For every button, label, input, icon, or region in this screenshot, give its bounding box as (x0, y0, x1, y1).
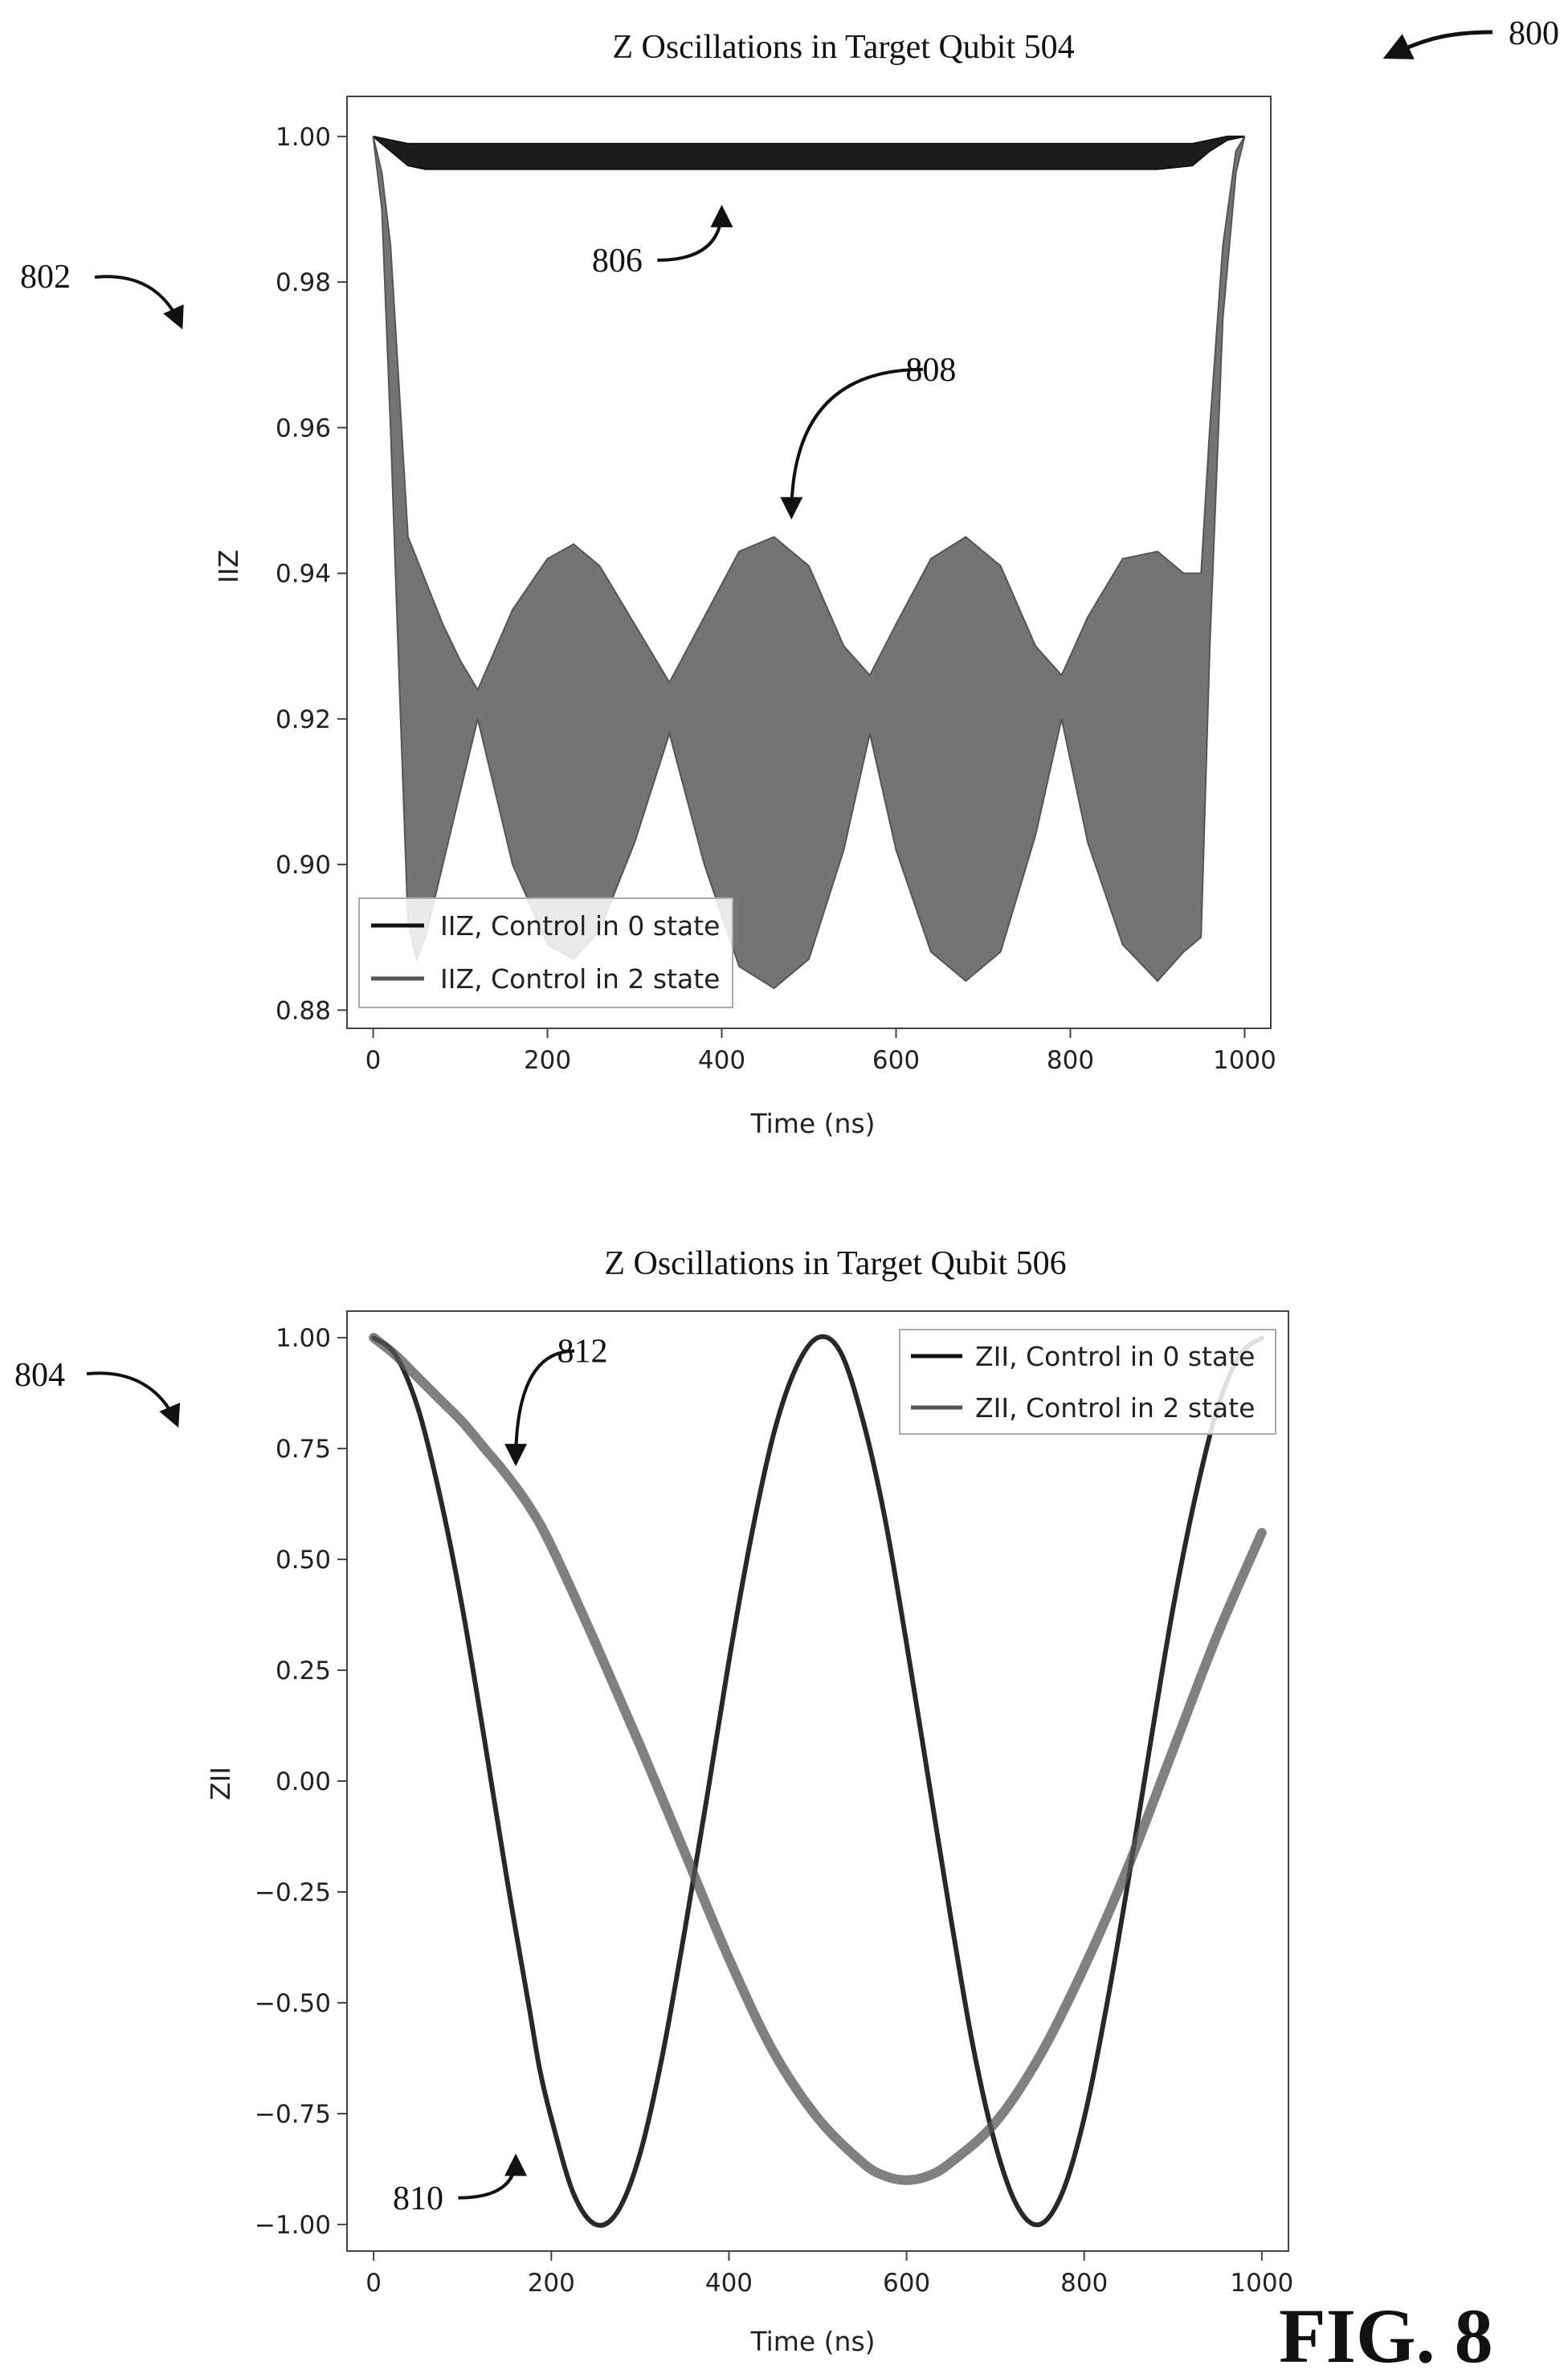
chart-top-series-0-band (372, 135, 1245, 170)
chart-top-annotation-806: 806 (592, 243, 643, 280)
chart-top-xtick-label-1: 200 (524, 1046, 571, 1075)
chart-bottom-xtick-label-4: 800 (1060, 2269, 1108, 2298)
chart-bottom-annotation-810: 810 (393, 2180, 443, 2217)
chart-top-ytick-label-6: 0.88 (276, 996, 331, 1025)
chart-top-title: Z Oscillations in Target Qubit 504 (612, 29, 1074, 66)
chart-bottom-xtick-label-1: 200 (528, 2269, 575, 2298)
chart-top-ytick-label-3: 0.94 (276, 560, 331, 589)
chart-bottom-xlabel: Time (ns) (749, 2326, 875, 2357)
chart-bottom-ytick-label-2: 0.50 (276, 1546, 331, 1575)
chart-bottom-xtick-label-2: 400 (705, 2269, 753, 2298)
chart-top-legend-entry-1: IIZ, Control in 2 state (440, 963, 720, 995)
chart-top-ytick-label-2: 0.96 (276, 414, 331, 443)
chart-bottom-xtick-label-0: 0 (365, 2269, 382, 2298)
chart-top-ytick-label-0: 1.00 (276, 123, 331, 152)
chart-top-legend: IIZ, Control in 0 state IIZ, Control in … (358, 897, 733, 1008)
chart-top-xlabel: Time (ns) (749, 1108, 875, 1139)
chart-bottom-ref-804-arrow (86, 1371, 181, 1428)
chart-top-ytick-label-4: 0.92 (276, 705, 331, 734)
chart-top-xtick-label-3: 600 (872, 1046, 920, 1075)
figure-ref-800: 800 (1509, 15, 1559, 52)
chart-bottom-ytick-label-4: 0.00 (276, 1767, 331, 1796)
chart-bottom-ytick-label-5: −0.25 (255, 1878, 331, 1907)
chart-bottom-ytick-label-8: −1.00 (255, 2211, 331, 2240)
chart-top-plot-frame (346, 96, 1272, 1029)
chart-bottom-ytick-label-7: −0.75 (255, 2100, 331, 2129)
figure-ref-800-arrow (1382, 30, 1493, 59)
chart-top-series-1-band (372, 136, 1246, 990)
chart-bottom-xtick-label-3: 600 (883, 2269, 930, 2298)
chart-bottom-ref-804: 804 (14, 1357, 65, 1394)
figure-label: FIG. 8 (1279, 2293, 1493, 2378)
chart-top: Z Oscillations in Target Qubit 504 802 0… (20, 29, 1276, 1139)
chart-bottom: Z Oscillations in Target Qubit 506 804 0… (14, 1245, 1293, 2357)
chart-bottom-ytick-label-6: −0.50 (255, 1989, 331, 2018)
chart-top-ref-802-arrow (94, 275, 184, 330)
chart-bottom-legend-entry-1: ZII, Control in 2 state (975, 1392, 1255, 1424)
chart-top-xtick-label-0: 0 (365, 1046, 382, 1075)
chart-top-annotation-808-arrow (780, 367, 923, 520)
chart-bottom-xtick-label-5: 1000 (1230, 2269, 1293, 2298)
chart-top-ylabel: IIZ (213, 550, 244, 583)
chart-top-annotation-806-arrow (657, 204, 733, 262)
chart-top-ref-802: 802 (20, 259, 71, 296)
chart-bottom-ytick-label-0: 1.00 (276, 1324, 331, 1353)
chart-bottom-legend-box (899, 1329, 1276, 1435)
chart-bottom-ylabel: ZII (205, 1767, 236, 1800)
chart-bottom-ytick-label-3: 0.25 (276, 1657, 331, 1685)
chart-top-ytick-label-5: 0.90 (276, 851, 331, 880)
chart-top-legend-box (358, 897, 733, 1008)
chart-bottom-title: Z Oscillations in Target Qubit 506 (604, 1245, 1066, 1282)
chart-bottom-ytick-label-1: 0.75 (276, 1435, 331, 1464)
chart-top-legend-entry-0: IIZ, Control in 0 state (440, 910, 720, 942)
chart-top-xtick-label-4: 800 (1047, 1046, 1094, 1075)
chart-bottom-series-0-line (371, 1334, 1264, 2228)
chart-bottom-series-1-line (369, 1333, 1267, 2185)
chart-bottom-legend-entry-0: ZII, Control in 0 state (975, 1341, 1255, 1372)
chart-bottom-annotation-812-arrow (504, 1349, 575, 1467)
chart-bottom-legend: ZII, Control in 0 state ZII, Control in … (899, 1329, 1276, 1435)
chart-top-xtick-label-2: 400 (698, 1046, 745, 1075)
chart-top-ytick-label-1: 0.98 (276, 268, 331, 297)
chart-top-xtick-label-5: 1000 (1213, 1046, 1276, 1075)
chart-bottom-annotation-810-arrow (458, 2153, 528, 2200)
